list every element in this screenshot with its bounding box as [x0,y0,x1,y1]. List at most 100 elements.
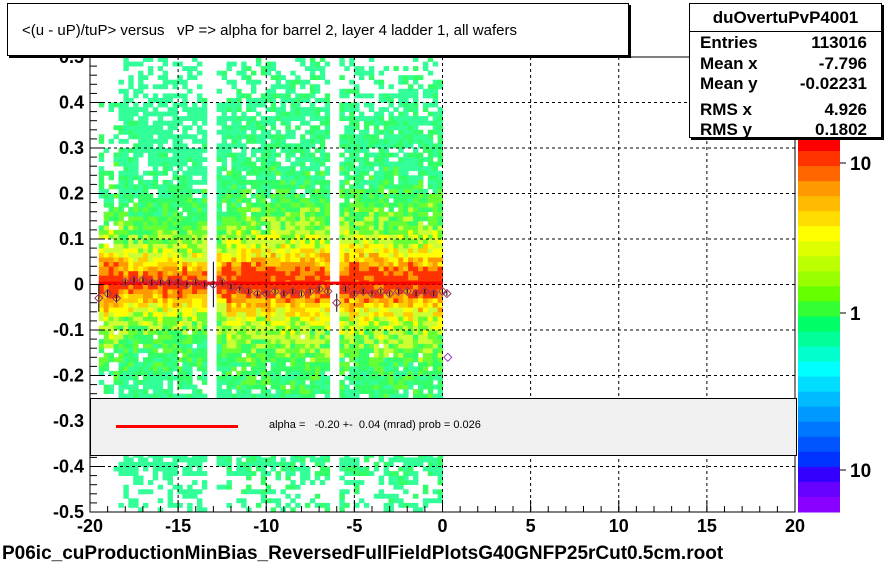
heatmap-cell [408,202,414,208]
heatmap-cell [403,380,409,385]
heatmap-cell [324,302,331,308]
heatmap-cell [408,293,414,299]
heatmap-cell [260,270,267,276]
heatmap-cell [388,220,394,226]
heatmap-cell [270,316,277,322]
heatmap-cell [378,193,385,199]
heatmap-cell [388,152,394,158]
heatmap-cell [354,471,360,476]
heatmap-cell [226,502,232,508]
heatmap-cell [398,120,404,126]
heatmap-cell [305,184,311,190]
heatmap-cell [344,270,350,276]
heatmap-cell [275,79,281,85]
heatmap-cell [270,348,277,354]
heatmap-cell [280,120,286,126]
heatmap-cell [290,248,296,253]
heatmap-cell [133,261,139,267]
heatmap-cell [344,216,350,222]
heatmap-cell [167,97,173,103]
heatmap-cell [295,325,301,331]
heatmap-cell [236,134,242,140]
heatmap-cell [275,188,281,194]
heatmap-cell [349,129,355,135]
heatmap-cell [236,161,242,167]
heatmap-cell [339,202,345,208]
heatmap-cell [339,211,345,217]
heatmap-cell [231,293,237,299]
heatmap-cell [231,111,237,117]
heatmap-cell [398,302,404,308]
heatmap-cell [147,239,154,244]
heatmap-cell [403,152,409,158]
heatmap-cell [187,320,193,326]
heatmap-cell [147,57,154,62]
heatmap-cell [393,234,399,240]
heatmap-cell [118,471,124,476]
heatmap-cell [427,134,434,140]
heatmap-cell [216,352,222,358]
heatmap-cell [300,348,306,354]
heatmap-cell [216,179,222,185]
heatmap-cell [103,211,110,217]
heatmap-cell [143,393,149,399]
heatmap-cell [280,170,286,176]
heatmap-cell [251,166,257,172]
heatmap-cell [167,248,173,253]
heatmap-cell [290,257,296,263]
heatmap-cell [373,384,380,390]
heatmap-cell [192,352,198,358]
heatmap-cell [354,166,360,172]
heatmap-cell [378,129,385,135]
heatmap-cell [157,57,164,62]
heatmap-cell [408,275,414,281]
heatmap-cell [172,261,178,267]
heatmap-cell [108,252,114,258]
heatmap-cell [270,248,277,253]
heatmap-cell [197,111,203,117]
heatmap-cell [138,366,144,372]
heatmap-cell [98,138,105,144]
heatmap-cell [319,211,326,217]
heatmap-cell [162,157,168,162]
heatmap-cell [177,270,183,276]
heatmap-cell [300,366,306,372]
heatmap-cell [251,457,257,463]
heatmap-cell [408,138,414,144]
heatmap-cell [422,257,429,263]
heatmap-cell [246,316,252,322]
heatmap-cell [167,311,173,317]
heatmap-cell [354,393,360,399]
heatmap-cell [280,393,286,399]
heatmap-cell [201,116,208,121]
heatmap-cell [118,175,124,181]
heatmap-cell [319,257,326,263]
heatmap-cell [324,289,331,294]
heatmap-cell [413,229,419,235]
heatmap-cell [260,498,267,504]
heatmap-cell [290,325,296,331]
heatmap-cell [275,111,281,117]
heatmap-cell [314,116,321,121]
heatmap-cell [295,293,301,299]
heatmap-cell [118,157,124,162]
heatmap-cell [138,179,144,185]
heatmap-cell [128,352,134,358]
heatmap-cell [255,170,262,176]
heatmap-cell [255,466,262,472]
heatmap-cell [408,84,414,90]
heatmap-cell [182,370,188,376]
heatmap-cell [314,179,321,185]
heatmap-cell [422,334,429,340]
heatmap-cell [280,357,286,363]
heatmap-cell [275,170,281,176]
heatmap-cell [255,289,262,294]
heatmap-cell [324,229,331,235]
heatmap-cell [246,239,252,244]
heatmap-cell [305,166,311,172]
heatmap-cell [309,457,316,463]
heatmap-cell [147,275,154,281]
heatmap-cell [368,330,375,335]
heatmap-cell [427,348,434,354]
heatmap-cell [143,107,149,112]
